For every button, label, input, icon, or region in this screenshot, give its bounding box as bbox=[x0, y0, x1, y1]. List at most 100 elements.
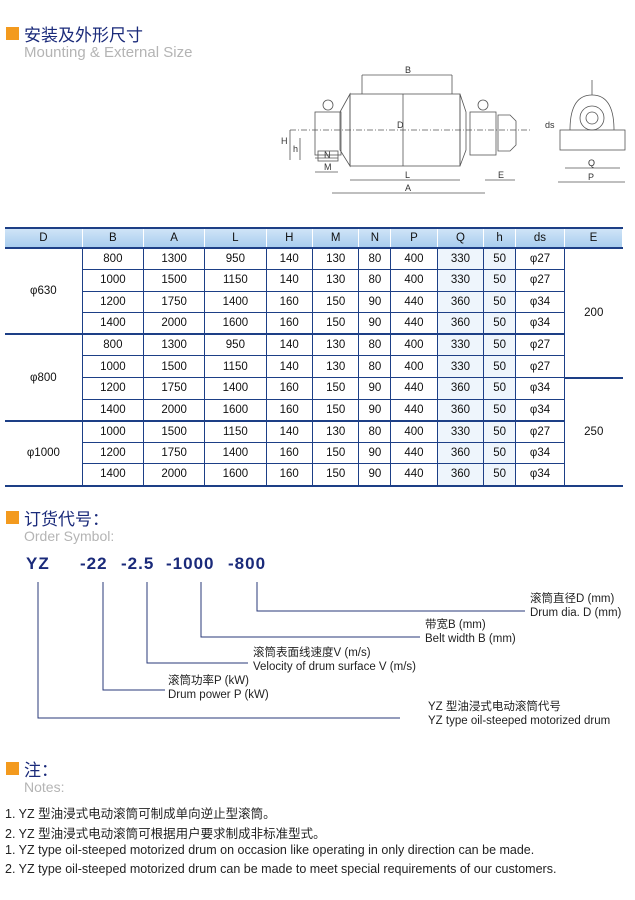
cell-L: 950 bbox=[204, 248, 267, 271]
cell-h: 50 bbox=[483, 269, 516, 292]
cell-M: 150 bbox=[312, 291, 360, 314]
cell-D: φ800 bbox=[5, 334, 83, 422]
cell-L: 1600 bbox=[204, 312, 267, 336]
cell-B: 1400 bbox=[82, 463, 145, 487]
cell-A: 1500 bbox=[143, 420, 206, 443]
label-B: B bbox=[405, 65, 411, 75]
label-M: M bbox=[324, 162, 332, 172]
cell-B: 1200 bbox=[82, 442, 145, 465]
note-en-1: 1. YZ type oil-steeped motorized drum on… bbox=[5, 843, 535, 857]
table-row: φ1000 1000 1500 1150 140 130 80 400 330 50 φ27 bbox=[5, 420, 623, 487]
note-cn-2: 2. YZ 型油浸式电动滚筒可根据用户要求制成非标准型式。 bbox=[5, 827, 326, 841]
table-row: 1200 1750 1400 160 150 90 440 360 50 φ34 250 bbox=[5, 377, 623, 487]
cell-L: 1150 bbox=[204, 420, 267, 443]
cell-N: 90 bbox=[358, 442, 392, 465]
label-belt-width: 带宽B (mm) Belt width B (mm) bbox=[425, 619, 516, 645]
cell-ds: φ34 bbox=[515, 377, 566, 400]
cell-P: 440 bbox=[390, 312, 438, 336]
cell-B: 800 bbox=[82, 334, 145, 357]
column-header-Q: Q bbox=[437, 227, 485, 249]
label-L: L bbox=[405, 170, 410, 180]
cell-P: 400 bbox=[390, 420, 438, 443]
table-row: φ800 800 1300 950 140 130 80 400 330 50 φ27 bbox=[5, 334, 623, 422]
cell-P: 440 bbox=[390, 399, 438, 422]
label-N: N bbox=[324, 150, 331, 160]
cell-N: 80 bbox=[358, 334, 392, 357]
cell-H: 140 bbox=[266, 248, 313, 271]
cell-L: 1600 bbox=[204, 399, 267, 422]
cell-N: 80 bbox=[358, 269, 392, 292]
cell-ds: φ34 bbox=[515, 399, 566, 422]
cell-h: 50 bbox=[483, 377, 516, 400]
cell-A: 1500 bbox=[143, 355, 206, 379]
cell-L: 950 bbox=[204, 334, 267, 357]
cell-B: 1400 bbox=[82, 312, 145, 336]
cell-H: 160 bbox=[266, 377, 313, 400]
label-E: E bbox=[498, 170, 504, 180]
cell-H: 160 bbox=[266, 399, 313, 422]
cell-ds: φ34 bbox=[515, 291, 566, 314]
cell-A: 1300 bbox=[143, 248, 206, 271]
cell-M: 150 bbox=[312, 377, 360, 400]
section-title-cn: 注： bbox=[24, 761, 58, 781]
bullet-square-icon bbox=[6, 27, 19, 40]
cell-Q: 330 bbox=[437, 334, 485, 357]
cell-H: 140 bbox=[266, 355, 313, 379]
cell-N: 90 bbox=[358, 291, 392, 314]
note-cn-1: 1. YZ 型油浸式电动滚筒可制成单向逆止型滚筒。 bbox=[5, 807, 276, 821]
cell-L: 1400 bbox=[204, 377, 267, 400]
cell-H: 160 bbox=[266, 463, 313, 487]
cell-P: 440 bbox=[390, 442, 438, 465]
cell-M: 150 bbox=[312, 399, 360, 422]
label-power: 滚筒功率P (kW) Drum power P (kW) bbox=[168, 675, 269, 701]
cell-L: 1150 bbox=[204, 269, 267, 292]
section-title-cn: 订货代号： bbox=[24, 510, 109, 530]
cell-B: 1000 bbox=[82, 420, 145, 443]
cell-h: 50 bbox=[483, 248, 516, 271]
cell-B: 1000 bbox=[82, 269, 145, 292]
cell-ds: φ27 bbox=[515, 420, 566, 443]
cell-A: 1750 bbox=[143, 442, 206, 465]
cell-h: 50 bbox=[483, 355, 516, 379]
cell-P: 400 bbox=[390, 269, 438, 292]
cell-N: 80 bbox=[358, 355, 392, 379]
cell-E: 250 bbox=[564, 377, 623, 487]
table-row: 1400 2000 1600 160 150 90 440 360 50 φ34 bbox=[5, 463, 623, 487]
cell-M: 130 bbox=[312, 355, 360, 379]
cell-L: 1400 bbox=[204, 442, 267, 465]
cell-A: 2000 bbox=[143, 463, 206, 487]
table-row: 1200 1750 1400 160 150 90 440 360 50 φ34 bbox=[5, 291, 623, 314]
cell-B: 1200 bbox=[82, 291, 145, 314]
cell-A: 2000 bbox=[143, 312, 206, 336]
cell-h: 50 bbox=[483, 291, 516, 314]
cell-B: 1200 bbox=[82, 377, 145, 400]
cell-P: 400 bbox=[390, 334, 438, 357]
cell-H: 160 bbox=[266, 442, 313, 465]
cell-H: 140 bbox=[266, 420, 313, 443]
table-row: 1200 1750 1400 160 150 90 440 360 50 φ34 bbox=[5, 442, 623, 465]
cell-Q: 360 bbox=[437, 377, 485, 400]
cell-Q: 360 bbox=[437, 463, 485, 487]
cell-P: 400 bbox=[390, 248, 438, 271]
cell-P: 400 bbox=[390, 355, 438, 379]
cell-D: φ630 bbox=[5, 248, 83, 336]
cell-ds: φ27 bbox=[515, 355, 566, 379]
cell-M: 130 bbox=[312, 420, 360, 443]
table-row: φ630 800 1300 950 140 130 80 400 330 50 φ27 200 bbox=[5, 248, 623, 379]
cell-Q: 360 bbox=[437, 442, 485, 465]
code-velocity: -2.5 bbox=[121, 554, 155, 573]
cell-M: 130 bbox=[312, 334, 360, 357]
label-P: P bbox=[588, 172, 594, 182]
cell-N: 90 bbox=[358, 312, 392, 336]
cell-Q: 360 bbox=[437, 399, 485, 422]
note-en-2: 2. YZ type oil-steeped motorized drum ca… bbox=[5, 862, 557, 876]
code-power: -22 bbox=[80, 554, 108, 573]
cell-N: 80 bbox=[358, 420, 392, 443]
cell-h: 50 bbox=[483, 334, 516, 357]
cell-L: 1600 bbox=[204, 463, 267, 487]
cell-Q: 360 bbox=[437, 312, 485, 336]
cell-M: 150 bbox=[312, 312, 360, 336]
cell-P: 440 bbox=[390, 463, 438, 487]
cell-h: 50 bbox=[483, 420, 516, 443]
cell-H: 160 bbox=[266, 312, 313, 336]
